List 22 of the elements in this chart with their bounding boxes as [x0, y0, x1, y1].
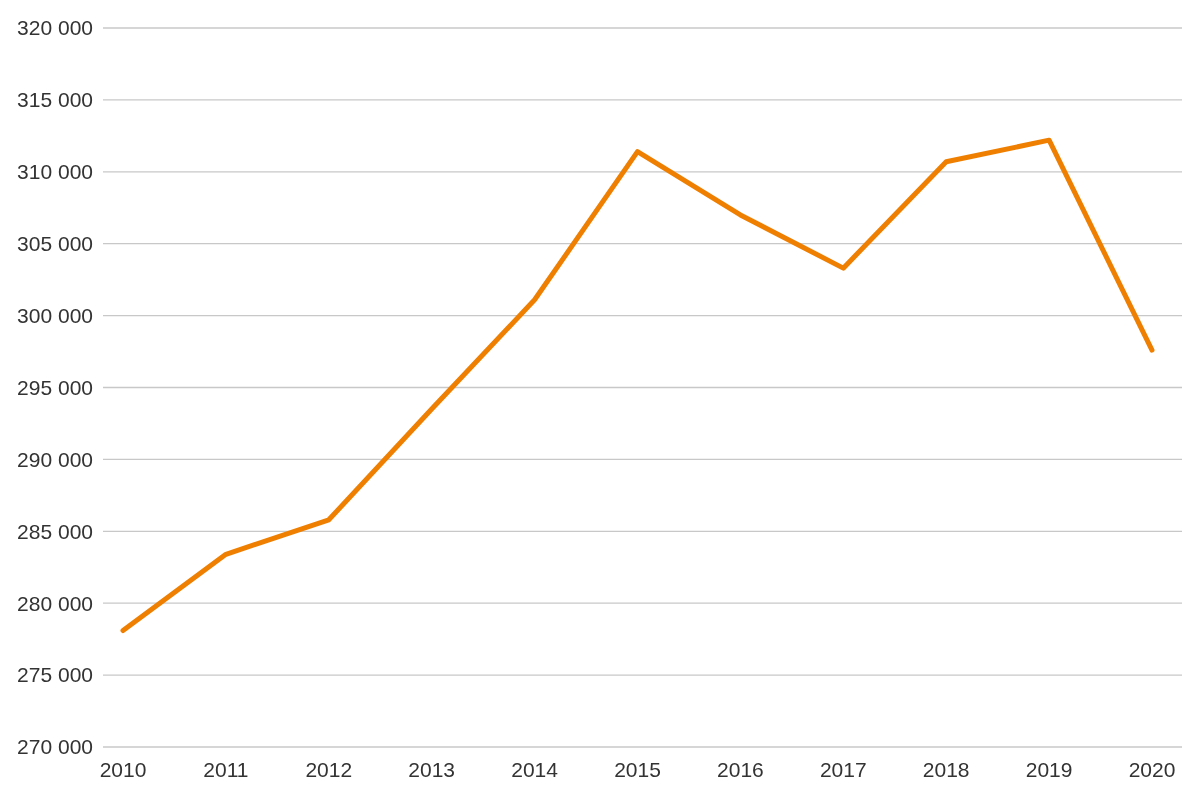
- y-tick-label: 295 000: [17, 375, 93, 399]
- y-tick-label: 285 000: [17, 519, 93, 543]
- x-tick-label: 2016: [717, 758, 764, 781]
- x-tick-label: 2011: [203, 758, 249, 781]
- y-tick-label: 275 000: [17, 663, 93, 687]
- y-tick-label: 280 000: [17, 591, 93, 615]
- x-tick-label: 2018: [922, 758, 970, 781]
- x-tick-label: 2017: [819, 758, 867, 781]
- x-tick-label: 2019: [1025, 758, 1073, 781]
- x-tick-label: 2013: [408, 758, 456, 781]
- y-tick-label: 270 000: [17, 735, 93, 759]
- y-tick-label: 315 000: [17, 88, 93, 112]
- y-tick-label: 320 000: [17, 16, 93, 40]
- y-tick-label: 310 000: [17, 160, 93, 184]
- x-tick-label: 2020: [1128, 758, 1176, 781]
- x-tick-label: 2015: [614, 758, 661, 781]
- x-tick-label: 2014: [511, 758, 559, 781]
- x-tick-label: 2010: [99, 758, 147, 781]
- y-tick-label: 305 000: [17, 232, 93, 256]
- y-tick-label: 290 000: [17, 447, 93, 471]
- x-tick-label: 2012: [305, 758, 353, 781]
- y-tick-label: 300 000: [17, 303, 93, 327]
